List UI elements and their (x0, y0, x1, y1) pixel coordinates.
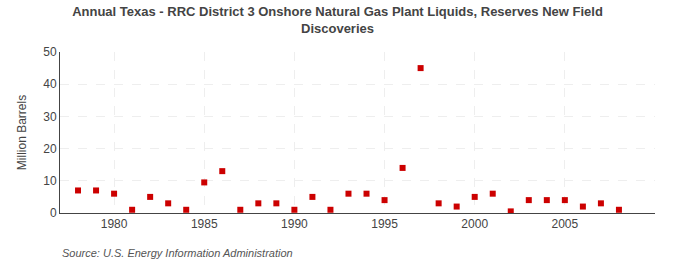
svg-text:1985: 1985 (191, 217, 218, 231)
svg-text:10: 10 (43, 174, 57, 188)
svg-text:2000: 2000 (461, 217, 488, 231)
svg-text:Million Barrels: Million Barrels (15, 95, 29, 170)
svg-text:40: 40 (43, 77, 57, 91)
svg-text:30: 30 (43, 110, 57, 124)
svg-text:50: 50 (43, 45, 57, 59)
svg-text:Annual Texas - RRC District 3: Annual Texas - RRC District 3 Onshore Na… (72, 4, 603, 36)
svg-text:2005: 2005 (551, 217, 578, 231)
svg-text:20: 20 (43, 142, 57, 156)
svg-text:1995: 1995 (371, 217, 398, 231)
svg-text:0: 0 (50, 206, 57, 220)
svg-text:1990: 1990 (281, 217, 308, 231)
svg-text:1980: 1980 (101, 217, 128, 231)
svg-text:Source: U.S. Energy Informatio: Source: U.S. Energy Information Administ… (62, 247, 293, 259)
